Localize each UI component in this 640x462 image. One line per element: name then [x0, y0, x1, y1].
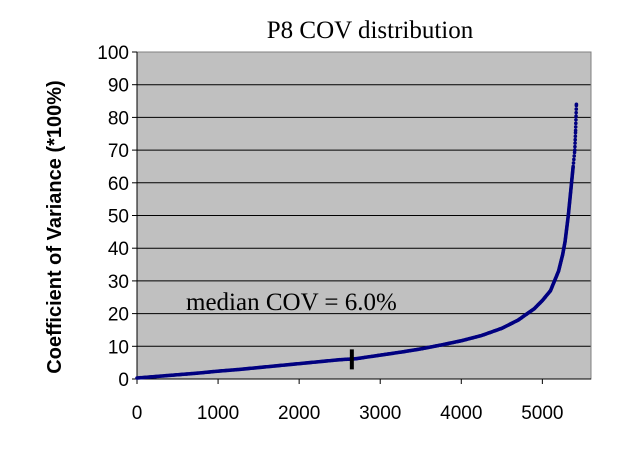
y-tick-label: 30 [108, 272, 129, 293]
data-series [135, 102, 579, 380]
x-tick-label: 2000 [278, 403, 320, 424]
data-point [573, 134, 578, 139]
y-tick-label: 90 [108, 76, 129, 97]
data-point [574, 102, 579, 107]
x-axis-ticks: 0 1000 2000 3000 4000 5000 [132, 378, 591, 424]
data-point [573, 141, 577, 145]
y-axis-label: Coefficient of Variance (*100%) [44, 80, 66, 373]
data-point [574, 117, 578, 122]
x-tick-label: 1000 [197, 403, 239, 424]
data-point [571, 164, 575, 169]
data-point [574, 114, 578, 119]
data-point [573, 144, 577, 149]
y-tick-label: 40 [108, 239, 129, 260]
y-tick-label: 100 [97, 43, 129, 64]
y-tick-label: 10 [108, 337, 129, 358]
data-point [574, 107, 579, 111]
median-annotation: median COV = 6.0% [186, 289, 397, 316]
data-point [573, 137, 578, 142]
x-tick-label: 0 [132, 403, 143, 424]
x-tick-label: 3000 [359, 403, 401, 424]
y-tick-label: 70 [108, 141, 129, 162]
y-tick-label: 50 [108, 207, 129, 228]
y-tick-label: 60 [108, 174, 129, 195]
x-tick-label: 4000 [440, 403, 482, 424]
y-tick-label: 0 [118, 370, 129, 391]
data-point [572, 157, 576, 162]
y-tick-label: 20 [108, 305, 129, 326]
data-point [571, 161, 576, 165]
data-point [572, 154, 577, 158]
x-tick-label: 5000 [521, 403, 563, 424]
data-point [573, 128, 578, 133]
data-point [574, 110, 578, 115]
data-point [572, 148, 577, 152]
y-axis-ticks: 0 10 20 30 40 50 60 70 80 90 100 [97, 43, 138, 391]
data-point [573, 125, 578, 129]
y-tick-label: 80 [108, 108, 129, 129]
data-point [574, 121, 578, 126]
gridlines [136, 51, 592, 380]
chart-title: P8 COV distribution [267, 17, 474, 44]
